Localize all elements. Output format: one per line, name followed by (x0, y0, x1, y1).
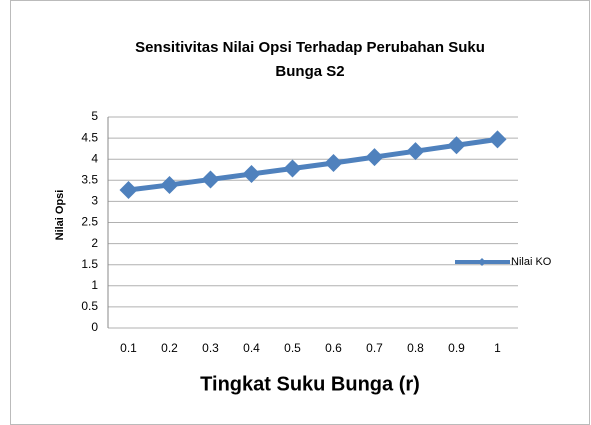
data-point (365, 148, 384, 167)
y-tick-label: 3.5 (81, 172, 98, 186)
y-tick-label: 1 (91, 278, 98, 292)
legend-label: Nilai KO (511, 256, 552, 268)
data-point (324, 153, 343, 172)
data-point (447, 136, 466, 155)
x-tick-label: 0.3 (202, 341, 219, 355)
y-tick-label: 0 (91, 320, 98, 334)
data-point (160, 175, 179, 194)
y-tick-label: 4.5 (81, 130, 98, 144)
data-point (488, 130, 507, 149)
x-tick-label: 0.4 (243, 341, 260, 355)
x-tick-label: 0.2 (161, 341, 178, 355)
data-point (406, 142, 425, 161)
y-tick-label: 0.5 (81, 299, 98, 313)
chart-frame (10, 0, 590, 425)
x-tick-label: 1 (494, 341, 501, 355)
series-line (128, 136, 498, 193)
x-tick-label: 0.8 (407, 341, 424, 355)
legend-marker (478, 258, 486, 266)
y-tick-label: 2 (91, 236, 98, 250)
x-tick-label: 0.7 (366, 341, 383, 355)
y-tick-label: 3 (91, 194, 98, 208)
x-tick-label: 0.9 (448, 341, 465, 355)
chart-title: Sensitivitas Nilai Opsi Terhadap Perubah… (135, 39, 485, 56)
x-axis-label: Tingkat Suku Bunga (r) (200, 373, 420, 395)
data-point (283, 159, 302, 178)
y-tick-label: 4 (91, 151, 98, 165)
chart-title: Bunga S2 (275, 63, 344, 80)
y-axis-label: Nilai Opsi (54, 190, 66, 241)
data-point (201, 170, 220, 189)
data-point (119, 181, 138, 200)
data-point (242, 164, 261, 183)
x-tick-label: 0.1 (120, 341, 137, 355)
x-tick-label: 0.5 (284, 341, 301, 355)
y-tick-label: 1.5 (81, 257, 98, 271)
y-tick-label: 2.5 (81, 215, 98, 229)
x-tick-label: 0.6 (325, 341, 342, 355)
y-tick-label: 5 (91, 109, 98, 123)
